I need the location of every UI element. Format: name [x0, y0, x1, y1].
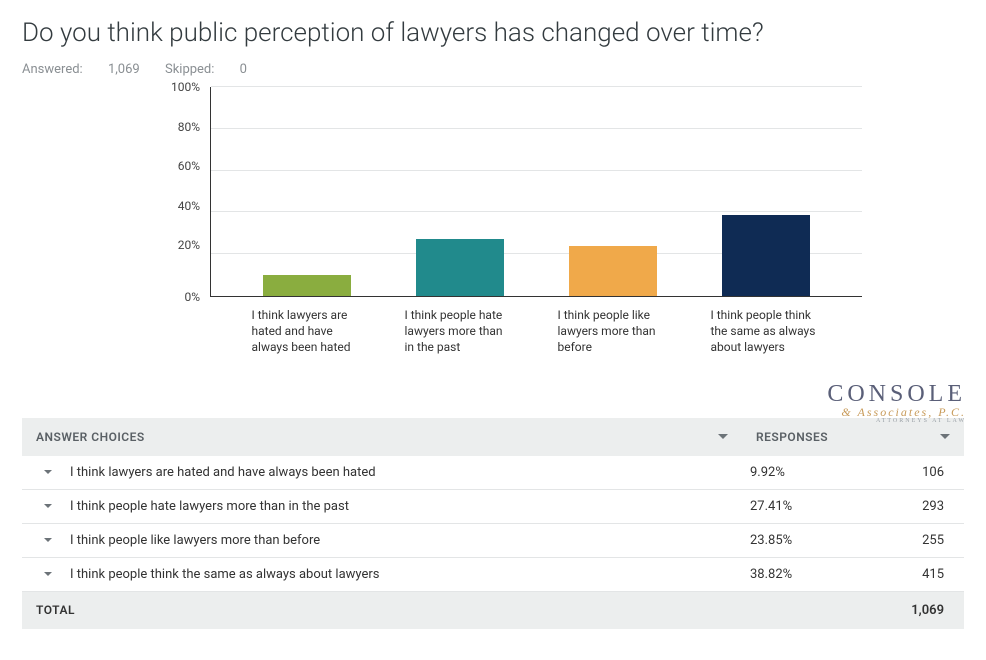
row-percent: 23.85% — [750, 533, 860, 548]
row-label: I think people think the same as always … — [70, 567, 380, 582]
header-answer-choices[interactable]: ANSWER CHOICES — [22, 418, 742, 456]
y-tick-label: 0% — [162, 291, 200, 303]
chart-bar[interactable] — [263, 275, 351, 296]
x-tick-label: I think people hate lawyers more than in… — [405, 307, 515, 356]
row-count: 293 — [860, 499, 950, 514]
row-percent: 38.82% — [750, 567, 860, 582]
y-axis: 100%80%60%40%20%0% — [162, 87, 210, 297]
question-title: Do you think public perception of lawyer… — [22, 18, 964, 48]
bar-chart: 100%80%60%40%20%0% I think lawyers are h… — [162, 87, 862, 356]
logo-main-text: CONSOLE — [827, 382, 966, 406]
table-footer: TOTAL 1,069 — [22, 592, 964, 629]
row-label: I think people hate lawyers more than in… — [70, 499, 349, 514]
x-tick-label: I think people like lawyers more than be… — [558, 307, 668, 356]
y-tick-label: 60% — [162, 160, 200, 172]
expand-caret-icon — [44, 572, 52, 576]
table-row[interactable]: I think people hate lawyers more than in… — [22, 490, 964, 524]
chart-bar[interactable] — [416, 239, 504, 296]
gridline — [211, 86, 862, 87]
answered-count: 1,069 — [108, 62, 140, 77]
y-tick-label: 20% — [162, 239, 200, 251]
row-count: 255 — [860, 533, 950, 548]
chart-plot-area — [210, 87, 862, 297]
skipped-label: Skipped: — [165, 62, 214, 77]
row-label: I think lawyers are hated and have alway… — [70, 465, 376, 480]
expand-caret-icon — [44, 538, 52, 542]
skipped-count: 0 — [240, 62, 247, 77]
y-tick-label: 100% — [162, 81, 200, 93]
response-meta: Answered: 1,069 Skipped: 0 — [22, 62, 964, 77]
expand-caret-icon — [44, 470, 52, 474]
x-axis-labels: I think lawyers are hated and have alway… — [210, 297, 862, 356]
chart-bar[interactable] — [722, 215, 810, 296]
header-responses-label: RESPONSES — [756, 430, 828, 444]
x-tick-label: I think lawyers are hated and have alway… — [252, 307, 362, 356]
row-count: 415 — [860, 567, 950, 582]
chart-bar[interactable] — [569, 246, 657, 296]
gridline — [211, 211, 862, 212]
table-row[interactable]: I think lawyers are hated and have alway… — [22, 456, 964, 490]
sort-caret-icon — [718, 434, 728, 439]
logo-sub-text: & Associates, P.C. — [827, 406, 966, 418]
table-row[interactable]: I think people think the same as always … — [22, 558, 964, 592]
answered-label: Answered: — [22, 62, 83, 77]
brand-logo: CONSOLE & Associates, P.C. ATTORNEYS AT … — [827, 382, 966, 424]
row-percent: 9.92% — [750, 465, 860, 480]
total-label: TOTAL — [36, 603, 860, 618]
gridline — [211, 170, 862, 171]
row-count: 106 — [860, 465, 950, 480]
total-count: 1,069 — [860, 603, 950, 618]
table-row[interactable]: I think people like lawyers more than be… — [22, 524, 964, 558]
results-table: ANSWER CHOICES RESPONSES I think lawyers… — [22, 418, 964, 629]
row-label: I think people like lawyers more than be… — [70, 533, 320, 548]
y-tick-label: 40% — [162, 200, 200, 212]
x-tick-label: I think people think the same as always … — [711, 307, 821, 356]
header-choices-label: ANSWER CHOICES — [36, 430, 145, 444]
gridline — [211, 128, 862, 129]
table-header: ANSWER CHOICES RESPONSES — [22, 418, 964, 456]
expand-caret-icon — [44, 504, 52, 508]
y-tick-label: 80% — [162, 121, 200, 133]
row-percent: 27.41% — [750, 499, 860, 514]
sort-caret-icon — [940, 434, 950, 439]
